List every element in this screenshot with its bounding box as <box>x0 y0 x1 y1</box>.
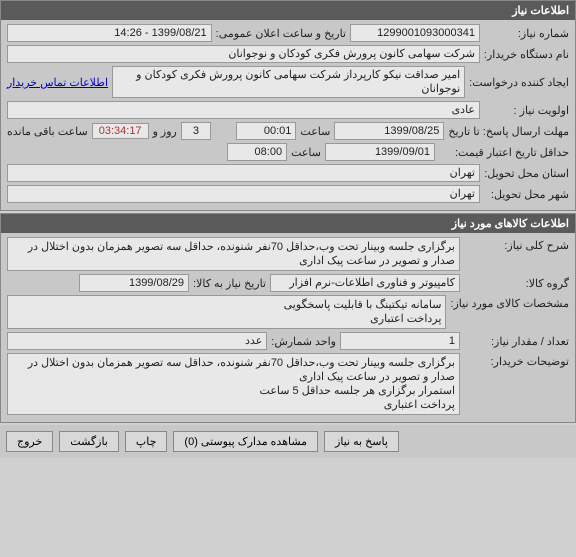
spec-field: سامانه تیکتینگ با قابلیت پاسخگویی پرداخت… <box>7 295 446 329</box>
notes-field: برگزاری جلسه وبینار تحت وب،حداقل 70نفر ش… <box>7 353 460 415</box>
deadline-time-label: ساعت <box>300 125 330 138</box>
days-label: روز و <box>153 125 177 138</box>
unit-field: عدد <box>7 332 267 350</box>
city-label: شهر محل تحویل: <box>484 188 569 201</box>
credit-time-label: ساعت <box>291 146 321 159</box>
deadline-date-field: 1399/08/25 <box>334 122 444 140</box>
province-label: استان محل تحویل: <box>484 167 569 180</box>
group-label: گروه کالا: <box>464 277 569 290</box>
credit-time-field: 08:00 <box>227 143 287 161</box>
panel-need-info-header: اطلاعات نیاز <box>1 1 575 20</box>
desc-field: برگزاری جلسه وبینار تحت وب،حداقل 70نفر ش… <box>7 237 460 271</box>
contact-buyer-link[interactable]: اطلاعات تماس خریدار <box>7 76 108 89</box>
priority-label: اولویت نیاز : <box>484 104 569 117</box>
panel-need-info: اطلاعات نیاز شماره نیاز: 129900109300034… <box>0 0 576 211</box>
city-field: تهران <box>7 185 480 203</box>
need-no-label: شماره نیاز: <box>484 27 569 40</box>
attachments-button[interactable]: مشاهده مدارک پیوستی (0) <box>173 431 318 452</box>
group-date-label: تاریخ نیاز به کالا: <box>193 277 266 290</box>
deadline-label: مهلت ارسال پاسخ: تا تاریخ <box>448 125 569 138</box>
group-date-field: 1399/08/29 <box>79 274 189 292</box>
buyer-org-label: نام دستگاه خریدار: <box>484 48 569 61</box>
announce-field: 1399/08/21 - 14:26 <box>7 24 212 42</box>
priority-field: عادی <box>7 101 480 119</box>
unit-label: واحد شمارش: <box>271 335 336 348</box>
print-button[interactable]: چاپ <box>125 431 168 452</box>
days-remaining-field: 3 <box>181 122 211 140</box>
timer-label: ساعت باقی مانده <box>7 125 88 138</box>
qty-label: تعداد / مقدار نیاز: <box>464 335 569 348</box>
qty-field: 1 <box>340 332 460 350</box>
panel-goods-info-header: اطلاعات کالاهای مورد نیاز <box>1 214 575 233</box>
deadline-time-field: 00:01 <box>236 122 296 140</box>
respond-button[interactable]: پاسخ به نیاز <box>324 431 399 452</box>
credit-date-field: 1399/09/01 <box>325 143 435 161</box>
back-button[interactable]: بازگشت <box>59 431 119 452</box>
exit-button[interactable]: خروج <box>6 431 53 452</box>
spec-label: مشخصات کالای مورد نیاز: <box>450 295 569 310</box>
announce-label: تاریخ و ساعت اعلان عمومی: <box>216 27 346 40</box>
panel-goods-info: اطلاعات کالاهای مورد نیاز شرح کلی نیاز: … <box>0 213 576 423</box>
requester-label: ایجاد کننده درخواست: <box>469 76 569 89</box>
group-field: کامپیوتر و فناوری اطلاعات-نرم افزار <box>270 274 460 292</box>
buyer-org-field: شرکت سهامی کانون پرورش فکری کودکان و نوج… <box>7 45 480 63</box>
button-row: پاسخ به نیاز مشاهده مدارک پیوستی (0) چاپ… <box>0 425 576 458</box>
notes-label: توضیحات خریدار: <box>464 353 569 368</box>
need-no-field: 1299001093000341 <box>350 24 480 42</box>
province-field: تهران <box>7 164 480 182</box>
requester-field: امیر صداقت نیکو کارپرداز شرکت سهامی کانو… <box>112 66 465 98</box>
credit-label: حداقل تاریخ اعتبار قیمت: <box>439 146 569 159</box>
countdown-timer: 03:34:17 <box>92 123 149 139</box>
desc-label: شرح کلی نیاز: <box>464 237 569 252</box>
